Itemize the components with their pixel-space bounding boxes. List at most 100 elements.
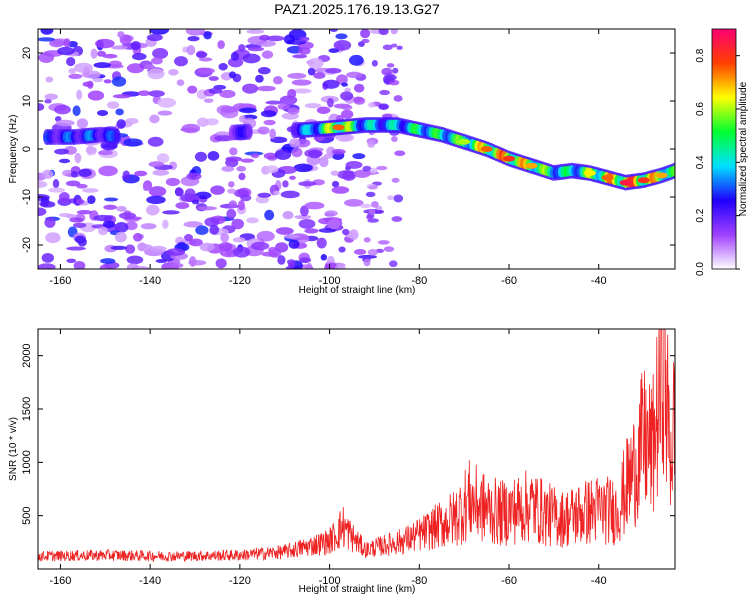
heatmap-noise-cell <box>95 38 115 49</box>
heatmap-noise-cell <box>393 194 404 203</box>
heatmap-noise-cell <box>318 228 337 233</box>
heatmap-noise-cell <box>247 46 265 52</box>
heatmap-noise-cell <box>331 180 340 188</box>
heatmap-noise-cell <box>238 172 246 181</box>
x-tick-label: -160 <box>49 275 71 287</box>
heatmap-noise-cell <box>308 149 322 159</box>
heatmap-noise-cell <box>102 53 118 59</box>
heatmap-noise-cell <box>274 242 289 253</box>
heatmap-noise-cell <box>383 246 395 252</box>
heatmap-noise-cell <box>387 195 394 201</box>
heatmap-noise-cell <box>391 177 400 183</box>
heatmap-noise-cell <box>266 35 285 42</box>
heatmap-noise-cell <box>38 181 48 188</box>
heatmap-noise-cell <box>362 165 372 172</box>
colorbar: 0.0 0.2 0.4 0.6 0.8 Normalized spectral ampl… <box>695 28 749 276</box>
heatmap-noise-cell <box>111 76 127 87</box>
snr-chart: -160 -140 -120 -100 -80 -60 -40 500 1000 1500 2000… <box>8 328 676 595</box>
heatmap-noise-cell <box>359 203 372 209</box>
heatmap-noise-cell <box>175 187 184 197</box>
heatmap-noise-cell <box>151 57 163 65</box>
heatmap-noise-cell <box>265 100 283 105</box>
heatmap-noise-cell <box>250 153 260 159</box>
heatmap-noise-cell <box>265 165 279 173</box>
heatmap-noise-cell <box>390 43 398 48</box>
heatmap-noise-cell <box>138 90 151 97</box>
heatmap-noise-cell <box>250 241 270 251</box>
heatmap-noise-cell <box>194 191 212 200</box>
heatmap-noise-cell <box>371 60 378 67</box>
heatmap-noise-cell <box>221 165 235 172</box>
heatmap-noise-cell <box>227 181 235 188</box>
heatmap-noise-cell <box>331 148 346 155</box>
heatmap-noise-cell <box>260 110 277 118</box>
heatmap-noise-cell <box>196 117 209 127</box>
heatmap-noise-cell <box>239 107 257 114</box>
heatmap-noise-cell <box>282 180 289 188</box>
heatmap-noise-cell <box>393 95 403 102</box>
heatmap-noise-cell <box>104 197 119 202</box>
heatmap-noise-cell <box>367 140 376 148</box>
heatmap-noise-cell <box>125 244 136 254</box>
heatmap-noise-cell <box>338 246 346 253</box>
colorbar-tick-label: 0.0 <box>695 262 706 276</box>
heatmap-noise-cell <box>149 114 160 124</box>
heatmap-noise-cell <box>342 228 350 236</box>
heatmap-noise-cell <box>345 160 363 169</box>
heatmap-noise-cell <box>255 74 264 83</box>
heatmap-noise-cell <box>207 150 220 161</box>
heatmap-noise-cell <box>304 228 319 234</box>
heatmap-noise-cell <box>341 82 348 87</box>
heatmap-noise-cell <box>54 104 71 115</box>
heatmap-noise-cell <box>144 64 155 69</box>
heatmap-noise-cell <box>291 79 312 86</box>
heatmap-noise-cell <box>220 106 239 113</box>
heatmap-noise-cell <box>273 190 280 196</box>
heatmap-noise-cell <box>195 225 209 235</box>
heatmap-noise-cell <box>199 242 215 252</box>
heatmap-noise-cell <box>198 57 213 62</box>
heatmap-noise-cell <box>68 73 83 79</box>
heatmap-noise-cell <box>45 232 61 244</box>
heatmap-noise-cell <box>353 83 365 93</box>
heatmap-ridge-peak <box>619 179 632 186</box>
heatmap-noise-cell <box>175 202 190 209</box>
heatmap-noise-cell <box>353 96 364 103</box>
heatmap-noise-cell <box>368 185 379 190</box>
heatmap-noise-cell <box>313 72 326 79</box>
heatmap-noise-cell <box>227 57 244 68</box>
heatmap-noise-cell <box>352 153 366 160</box>
heatmap-noise-cell <box>240 194 252 202</box>
heatmap-noise-cell <box>214 135 234 142</box>
heatmap-noise-cell <box>391 216 403 222</box>
heatmap-noise-cell <box>228 71 237 79</box>
snr-plot-area <box>38 329 675 569</box>
heatmap-noise-cell <box>162 210 180 215</box>
heatmap-noise-cell <box>326 97 334 108</box>
heatmap-noise-cell <box>209 224 220 235</box>
heatmap-noise-cell <box>203 31 212 40</box>
x-tick-label: -120 <box>229 275 251 287</box>
snr-series-line <box>38 329 675 562</box>
heatmap-noise-cell <box>103 204 118 210</box>
heatmap-noise-cell <box>66 246 87 251</box>
heatmap-noise-cell <box>382 44 393 51</box>
heatmap-noise-cell <box>184 234 193 242</box>
heatmap-noise-cell <box>48 187 66 193</box>
heatmap-noise-cell <box>264 209 275 221</box>
heatmap-noise-cell <box>148 161 164 168</box>
heatmap-noise-cell <box>157 110 173 116</box>
heatmap-noise-cell <box>246 217 259 224</box>
heatmap-noise-cell <box>242 53 261 64</box>
heatmap-noise-cell <box>322 79 340 89</box>
colorbar-tick-label: 0.2 <box>695 208 706 222</box>
y-tick-label: 2000 <box>21 343 33 367</box>
heatmap-noise-cell <box>299 257 312 264</box>
heatmap-noise-cell <box>96 109 109 117</box>
heatmap-noise-cell <box>130 41 141 51</box>
heatmap-noise-cell <box>381 67 393 76</box>
heatmap-noise-cell <box>58 192 70 203</box>
heatmap-noise-cell <box>69 217 84 223</box>
heatmap-noise-cell <box>329 29 338 33</box>
heatmap-noise-cell <box>57 46 75 56</box>
